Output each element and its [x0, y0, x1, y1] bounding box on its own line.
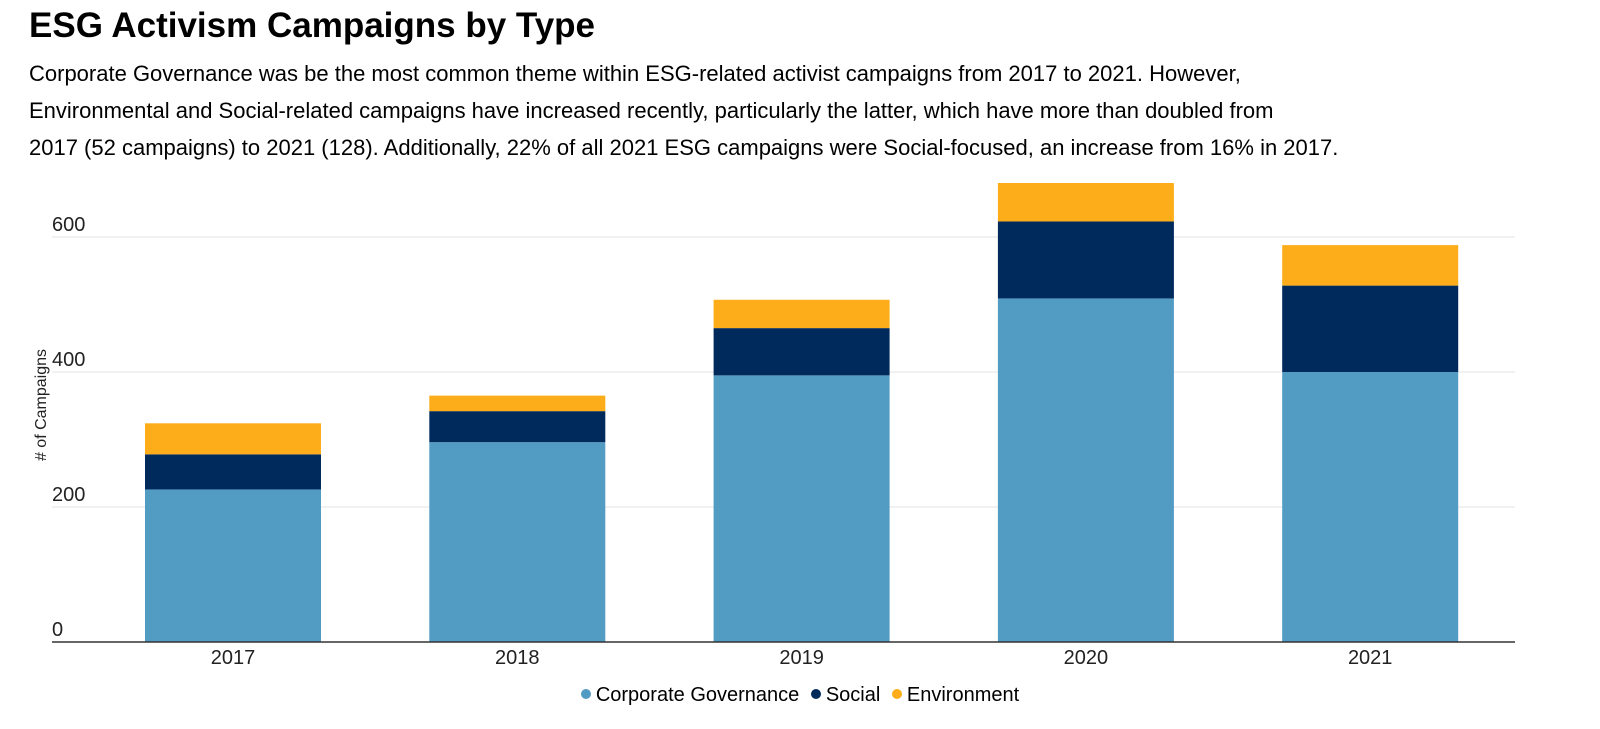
stacked-bar-chart: 0 200 400 600 2017 2018 2019 2020 2021 # of Cam…: [33, 183, 1515, 669]
subtitle-line-3: 2017 (52 campaigns) to 2021 (128). Addit…: [29, 135, 1339, 160]
legend-marker-environment: [891, 688, 902, 699]
chart-title: ESG Activism Campaigns by Type: [29, 6, 595, 45]
bar-corporate-governance-2019[interactable]: [713, 375, 890, 642]
legend-item-social[interactable]: Social: [810, 684, 881, 707]
subtitle-line-1: Corporate Governance was be the most com…: [29, 61, 1241, 86]
bar-environment-2017[interactable]: [145, 423, 321, 455]
legend-label-social: Social: [825, 684, 881, 706]
bar-corporate-governance-2018[interactable]: [429, 442, 606, 642]
bar-corporate-governance-2020[interactable]: [997, 298, 1174, 642]
bar-environment-2019[interactable]: [713, 299, 890, 329]
bar-social-2018[interactable]: [429, 411, 606, 443]
legend-item-environment[interactable]: Environment: [891, 684, 1020, 707]
bar-corporate-governance-2021[interactable]: [1282, 372, 1459, 642]
bar-environment-2021[interactable]: [1282, 245, 1459, 286]
bar-social-2021[interactable]: [1282, 285, 1459, 372]
legend-label-corporate-governance: Corporate Governance: [595, 684, 800, 706]
legend-marker-corporate-governance: [580, 688, 591, 699]
bar-social-2019[interactable]: [713, 328, 890, 376]
legend-marker-social: [810, 688, 821, 699]
bar-corporate-governance-2017[interactable]: [145, 489, 321, 642]
x-tick-labels: 2017 2018 2019 2020 2021: [211, 647, 1393, 669]
y-tick-label: 0: [52, 619, 63, 641]
y-tick-labels: 0 200 400 600: [52, 214, 85, 641]
legend-label-environment: Environment: [906, 684, 1020, 706]
bar-environment-2018[interactable]: [429, 395, 606, 412]
y-tick-label: 200: [52, 484, 85, 506]
bars: [145, 183, 1459, 642]
x-tick-label-2019: 2019: [779, 647, 824, 669]
y-tick-label: 400: [52, 349, 85, 371]
legend-item-corporate-governance[interactable]: Corporate Governance: [580, 684, 800, 707]
legend: Corporate Governance Social Environment: [0, 684, 1600, 707]
x-tick-label-2021: 2021: [1348, 647, 1393, 669]
bar-social-2017[interactable]: [145, 454, 321, 490]
x-tick-label-2020: 2020: [1064, 647, 1109, 669]
x-tick-label-2017: 2017: [211, 647, 256, 669]
y-axis-title: # of Campaigns: [33, 349, 50, 461]
chart-subtitle: Corporate Governance was be the most com…: [29, 55, 1574, 166]
subtitle-line-2: Environmental and Social-related campaig…: [29, 98, 1274, 123]
y-tick-label: 600: [52, 214, 85, 236]
bar-environment-2020[interactable]: [997, 183, 1174, 222]
x-tick-label-2018: 2018: [495, 647, 540, 669]
bar-social-2020[interactable]: [997, 221, 1174, 299]
